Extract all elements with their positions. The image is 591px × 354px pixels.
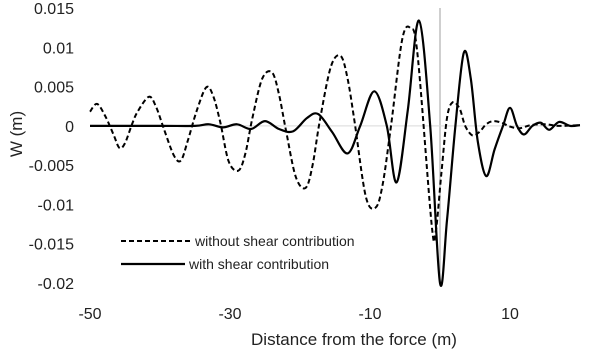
series-layer [89,19,581,287]
legend: without shear contribution with shear co… [121,233,355,272]
x-tick-label: -10 [358,306,381,323]
series-with-shear-line [90,19,581,287]
x-tick-label: -30 [218,306,241,323]
x-axis-ticks: -50 -30 -10 10 [78,306,519,323]
y-tick-label: -0.005 [29,158,74,175]
x-axis-title: Distance from the force (m) [251,330,457,349]
x-tick-label: 10 [501,306,519,323]
y-axis-title: W (m) [7,111,26,157]
y-tick-label: -0.02 [38,276,75,293]
y-tick-label: -0.01 [38,197,75,214]
legend-label-with-shear: with shear contribution [188,256,329,272]
legend-label-without-shear: without shear contribution [194,233,355,249]
y-tick-label: 0 [65,119,74,136]
series-without-shear-line [89,25,581,243]
y-tick-label: 0.01 [43,40,74,57]
y-tick-label: 0.005 [34,80,74,97]
y-axis-ticks: 0.015 0.01 0.005 0 -0.005 -0.01 -0.015 -0.02 [29,1,74,293]
y-tick-label: -0.015 [29,237,74,254]
x-tick-label: -50 [78,306,101,323]
y-tick-label: 0.015 [34,1,74,18]
